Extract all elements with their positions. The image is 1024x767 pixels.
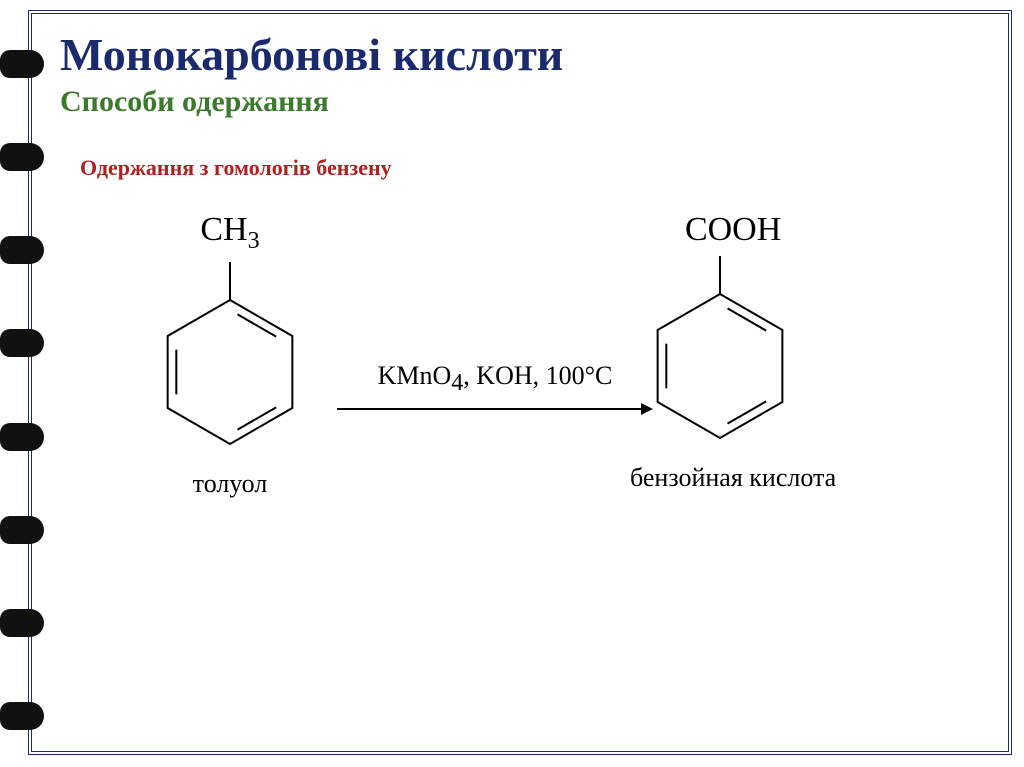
reaction-conditions: KMnO4, KOH, 100°C: [335, 361, 655, 397]
ring: [0, 609, 44, 637]
product-name: бензойная кислота: [630, 463, 836, 493]
label-sub: 3: [248, 228, 260, 254]
label-text: COOH: [685, 211, 781, 248]
spiral-binding: [0, 50, 44, 730]
ring: [0, 50, 44, 78]
benzene-ring-icon: [630, 251, 810, 451]
reactant-name: толуол: [140, 469, 320, 499]
slide-content: Монокарбонові кислоти Способи одержання …: [60, 28, 970, 631]
slide-title: Монокарбонові кислоти: [60, 28, 970, 81]
ring: [0, 329, 44, 357]
ring: [0, 423, 44, 451]
ring: [0, 143, 44, 171]
product-molecule: COOH бензойная кислота: [630, 211, 836, 493]
ring: [0, 236, 44, 264]
label-text: CH: [200, 211, 247, 248]
ring: [0, 702, 44, 730]
section-heading: Одержання з гомологів бензену: [80, 155, 970, 181]
arrow-icon: [335, 399, 655, 419]
benzene-ring-icon: [140, 257, 320, 457]
reaction-diagram: CH3 толуол KMnO4, KOH, 100°C COOH бензой…: [70, 211, 950, 631]
ring: [0, 516, 44, 544]
reaction-arrow: KMnO4, KOH, 100°C: [335, 361, 655, 419]
reactant-molecule: CH3 толуол: [140, 211, 320, 499]
reactant-substituent: CH3: [140, 211, 320, 255]
slide-subtitle: Способи одержання: [60, 85, 970, 119]
product-substituent: COOH: [630, 211, 836, 249]
